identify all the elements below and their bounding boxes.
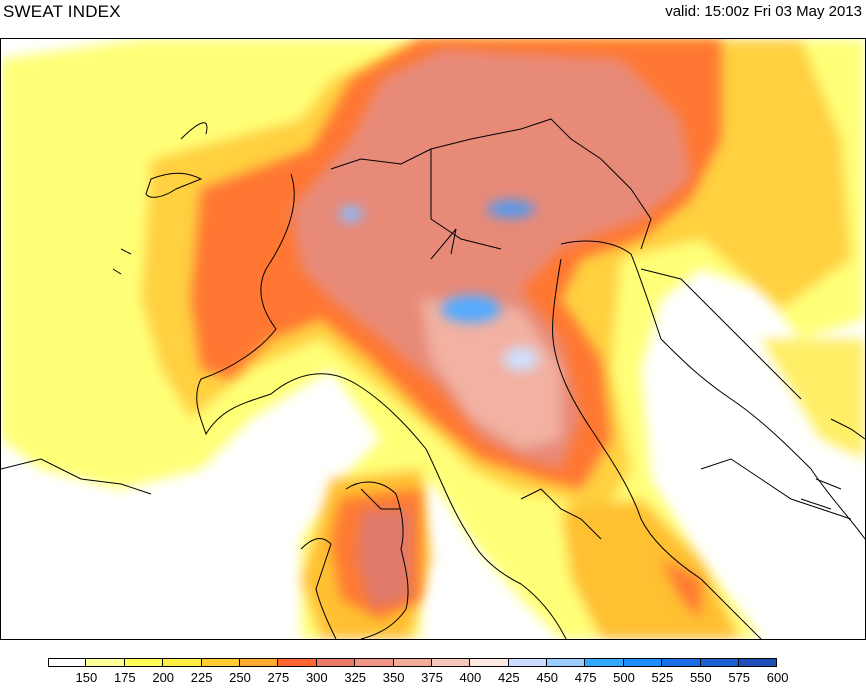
valid-time: valid: 15:00z Fri 03 May 2013: [665, 3, 862, 20]
colorbar-swatch: [355, 658, 394, 667]
colorbar-swatch: [547, 658, 586, 667]
colorbar-tick-label: 425: [497, 670, 520, 685]
colorbar-tick-label: 325: [344, 670, 367, 685]
sweat-index-map[interactable]: [0, 38, 866, 640]
colorbar-swatch: [201, 658, 240, 667]
colorbar-tick-label: 400: [459, 670, 482, 685]
colorbar-tick-label: 225: [190, 670, 213, 685]
sweat-field-salmon: [291, 49, 691, 609]
colorbar-swatch: [316, 658, 356, 667]
colorbar-swatch: [470, 658, 509, 667]
sweat-field-blue: [339, 200, 539, 371]
colorbar-tick-label: 350: [382, 670, 405, 685]
colorbar-tick-label: 600: [766, 670, 789, 685]
colorbar-tick-label: 475: [574, 670, 597, 685]
colorbar-swatch: [48, 658, 87, 667]
colorbar-tick-label: 275: [267, 670, 290, 685]
colorbar-swatch: [86, 658, 125, 667]
colorbar-tick-label: 300: [305, 670, 328, 685]
colorbar-tick-label: 175: [113, 670, 136, 685]
colorbar-tick-label: 150: [75, 670, 98, 685]
colorbar-swatch: [431, 658, 471, 667]
colorbar-swatch: [124, 658, 164, 667]
colorbar-swatch: [239, 658, 279, 667]
colorbar-tick-label: 500: [613, 670, 635, 685]
colorbar-tick-label: 450: [536, 670, 559, 685]
colorbar-swatch: [700, 658, 740, 667]
map-title: SWEAT INDEX: [3, 2, 121, 21]
colorbar-tick-label: 575: [728, 670, 751, 685]
colorbar: [48, 658, 778, 668]
colorbar-swatch: [393, 658, 432, 667]
map-borders: [1, 118, 865, 639]
colorbar-tick-label: 250: [229, 670, 251, 685]
map-canvas: [1, 39, 865, 639]
colorbar-swatch: [508, 658, 548, 667]
colorbar-tick-label: 525: [651, 670, 674, 685]
colorbar-tick-label: 550: [689, 670, 712, 685]
colorbar-tick-label: 375: [421, 670, 443, 685]
colorbar-swatch: [278, 658, 317, 667]
colorbar-swatch: [585, 658, 624, 667]
colorbar-swatch: [623, 658, 663, 667]
colorbar-tick-label: 200: [152, 670, 175, 685]
colorbar-swatch: [662, 658, 701, 667]
colorbar-swatch: [739, 658, 778, 667]
colorbar-tick-labels: 150 175 200 225 250 275 300 325 350 375 400 425 450 4…: [0, 670, 866, 690]
colorbar-swatch: [163, 658, 202, 667]
